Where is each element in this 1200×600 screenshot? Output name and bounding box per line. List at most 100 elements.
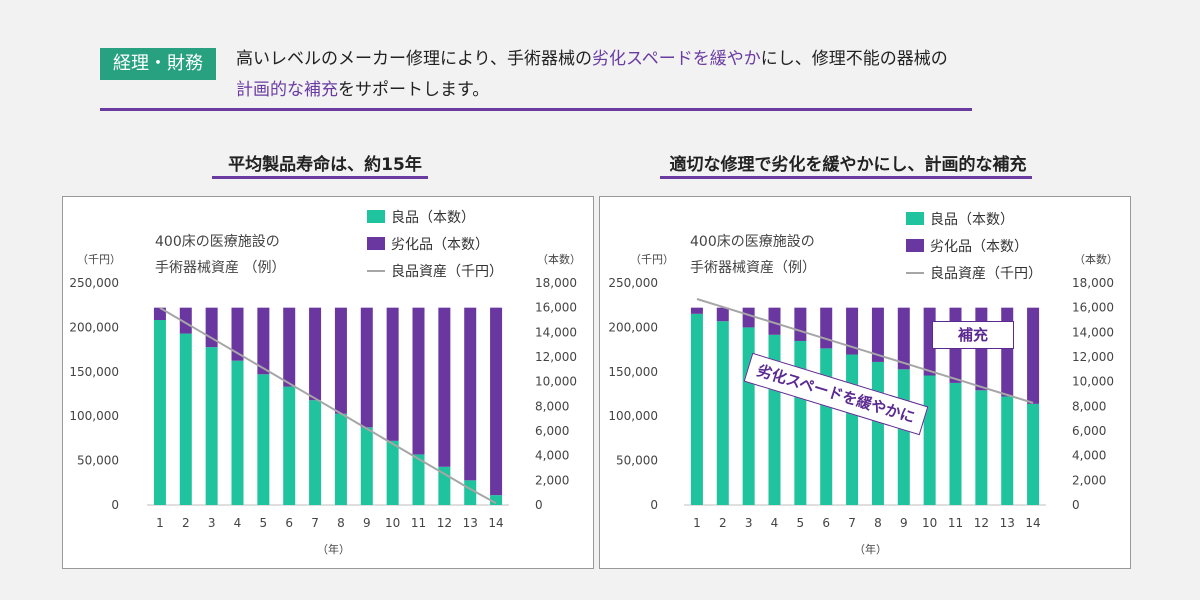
legend-item-good: 良品（本数） bbox=[906, 205, 1042, 232]
legend-label-asset: 良品資産（千円） bbox=[391, 263, 503, 280]
bar-good bbox=[490, 495, 503, 505]
x-tick-label: 8 bbox=[337, 516, 345, 530]
legend-swatch-good bbox=[906, 212, 924, 225]
x-tick-label: 13 bbox=[463, 516, 478, 530]
x-tick-label: 4 bbox=[771, 516, 779, 530]
x-tick-label: 8 bbox=[874, 516, 882, 530]
right-chart-legend: 良品（本数） 劣化品（本数） 良品資産（千円） bbox=[906, 205, 1042, 286]
right-y-tick-label: 0 bbox=[535, 498, 543, 512]
right-y-tick-label: 8,000 bbox=[535, 399, 569, 413]
right-y-tick-label: 10,000 bbox=[535, 375, 577, 389]
x-tick-label: 7 bbox=[848, 516, 856, 530]
bar-good bbox=[820, 348, 833, 505]
bar-bad bbox=[309, 307, 322, 401]
legend-item-asset: 良品資産（千円） bbox=[906, 259, 1042, 286]
right-y-tick-label: 8,000 bbox=[1072, 399, 1106, 413]
x-tick-label: 4 bbox=[234, 516, 242, 530]
left-y-tick-label: 100,000 bbox=[608, 409, 658, 423]
left-y-tick-label: 200,000 bbox=[69, 320, 119, 334]
left-subtitle-underline bbox=[212, 176, 428, 179]
right-y-tick-label: 16,000 bbox=[535, 301, 577, 315]
right-y-tick-label: 18,000 bbox=[535, 276, 577, 290]
bar-good bbox=[975, 390, 988, 505]
replenish-annotation: 補充 bbox=[932, 321, 1014, 349]
right-y-tick-label: 12,000 bbox=[535, 350, 577, 364]
bar-bad bbox=[1027, 307, 1040, 404]
bar-bad bbox=[716, 307, 729, 322]
right-y-tick-label: 6,000 bbox=[1072, 424, 1106, 438]
x-tick-label: 2 bbox=[182, 516, 190, 530]
x-tick-label: 1 bbox=[156, 516, 164, 530]
x-tick-label: 11 bbox=[948, 516, 963, 530]
bar-good bbox=[360, 427, 373, 505]
x-tick-label: 10 bbox=[385, 516, 400, 530]
bar-good bbox=[153, 320, 166, 505]
x-tick-label: 7 bbox=[311, 516, 319, 530]
headline-line1-b: にし、修理不能の器械の bbox=[760, 49, 948, 69]
bar-good bbox=[179, 333, 192, 505]
category-tag: 経理・財務 bbox=[100, 48, 216, 80]
bar-bad bbox=[490, 307, 503, 496]
left-y-tick-label: 0 bbox=[111, 498, 119, 512]
bar-good bbox=[846, 354, 859, 505]
x-tick-label: 14 bbox=[488, 516, 503, 530]
x-axis-unit: （年） bbox=[317, 543, 350, 556]
bar-good bbox=[205, 347, 218, 505]
legend-label-good: 良品（本数） bbox=[930, 211, 1014, 228]
bar-bad bbox=[742, 307, 755, 328]
left-chart-legend: 良品（本数） 劣化品（本数） 良品資産（千円） bbox=[367, 203, 503, 284]
headline: 高いレベルのメーカー修理により、手術器械の劣化スペードを緩やかにし、修理不能の器… bbox=[236, 44, 976, 106]
asset-line bbox=[159, 307, 497, 505]
bar-good bbox=[334, 413, 347, 505]
left-axis-unit: （千円） bbox=[77, 253, 121, 266]
left-y-tick-label: 150,000 bbox=[608, 365, 658, 379]
left-chart: 0 50,000 100,000 150,000 200,000 250,000 0 2,00… bbox=[69, 276, 577, 530]
x-tick-label: 12 bbox=[974, 516, 989, 530]
bar-bad bbox=[871, 307, 884, 362]
bar-good bbox=[897, 369, 910, 505]
headline-line2-highlight: 計画的な補充 bbox=[236, 80, 338, 100]
right-axis-unit: （本数） bbox=[537, 253, 581, 266]
bar-good bbox=[871, 361, 884, 505]
bar-good bbox=[464, 480, 477, 505]
bar-bad bbox=[334, 307, 347, 414]
x-tick-label: 5 bbox=[797, 516, 805, 530]
bar-bad bbox=[690, 307, 703, 314]
bar-bad bbox=[386, 307, 399, 441]
legend-swatch-bad bbox=[906, 239, 924, 252]
left-note-line1: 400床の医療施設の bbox=[155, 234, 280, 250]
bar-bad bbox=[283, 307, 296, 387]
right-y-tick-label: 12,000 bbox=[1072, 350, 1114, 364]
right-y-tick-label: 18,000 bbox=[1072, 276, 1114, 290]
right-y-tick-label: 4,000 bbox=[1072, 449, 1106, 463]
x-tick-label: 9 bbox=[363, 516, 371, 530]
right-note-line1: 400床の医療施設の bbox=[690, 234, 815, 250]
x-tick-label: 1 bbox=[693, 516, 701, 530]
right-y-tick-label: 14,000 bbox=[1072, 325, 1114, 339]
legend-line-asset bbox=[906, 271, 924, 274]
right-chart-subtitle: 適切な修理で劣化を緩やかにし、計画的な補充 bbox=[669, 155, 1027, 175]
legend-label-bad: 劣化品（本数） bbox=[391, 236, 489, 253]
x-tick-label: 2 bbox=[719, 516, 727, 530]
bar-bad bbox=[846, 307, 859, 355]
bar-good bbox=[231, 360, 244, 505]
left-y-tick-label: 50,000 bbox=[77, 454, 119, 468]
legend-item-bad: 劣化品（本数） bbox=[367, 230, 503, 257]
left-y-tick-label: 200,000 bbox=[608, 320, 658, 334]
right-chart-panel: 0 50,000 100,000 150,000 200,000 250,000 0 2,00… bbox=[599, 196, 1131, 569]
right-y-tick-label: 0 bbox=[1072, 498, 1080, 512]
bar-bad bbox=[897, 307, 910, 370]
headline-line2-b: をサポートします。 bbox=[338, 80, 490, 100]
left-y-tick-label: 250,000 bbox=[608, 276, 658, 290]
bar-good bbox=[1027, 403, 1040, 505]
x-tick-label: 5 bbox=[260, 516, 268, 530]
legend-item-asset: 良品資産（千円） bbox=[367, 257, 503, 284]
left-axis-unit: （千円） bbox=[630, 253, 674, 266]
bar-bad bbox=[768, 307, 781, 335]
bar-bad bbox=[360, 307, 373, 428]
x-tick-label: 9 bbox=[900, 516, 908, 530]
right-chart: 0 50,000 100,000 150,000 200,000 250,000 0 2,00… bbox=[608, 276, 1114, 530]
bar-good bbox=[716, 321, 729, 505]
bar-good bbox=[923, 375, 936, 505]
right-y-tick-label: 6,000 bbox=[535, 424, 569, 438]
